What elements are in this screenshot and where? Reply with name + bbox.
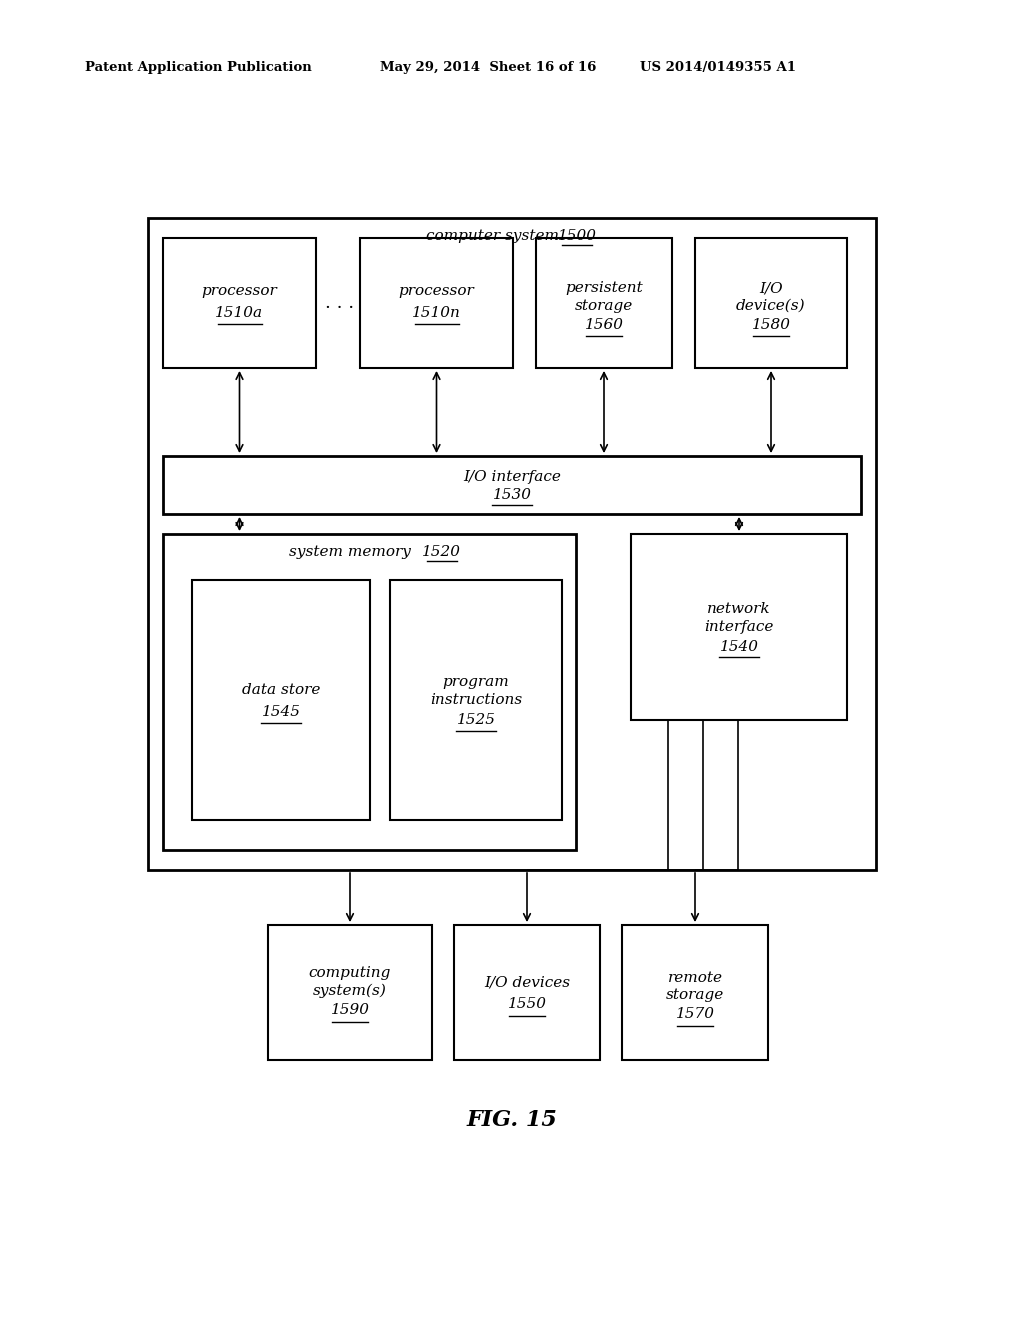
Text: storage: storage (574, 300, 633, 313)
Text: 1580: 1580 (752, 318, 791, 333)
Text: 1500: 1500 (557, 228, 597, 243)
Text: 1540: 1540 (720, 640, 759, 653)
Text: program: program (442, 675, 509, 689)
Text: I/O devices: I/O devices (484, 975, 570, 990)
Text: instructions: instructions (430, 693, 522, 708)
Text: I/O: I/O (759, 281, 782, 294)
Bar (536, 238, 672, 368)
Text: 1545: 1545 (261, 705, 300, 719)
Text: storage: storage (666, 989, 724, 1002)
Text: I/O interface: I/O interface (463, 470, 561, 484)
Bar (163, 238, 316, 368)
Text: computer system: computer system (426, 228, 558, 243)
Text: US 2014/0149355 A1: US 2014/0149355 A1 (640, 62, 796, 74)
Text: 1590: 1590 (331, 1003, 370, 1018)
Text: network: network (708, 602, 771, 616)
Text: system memory: system memory (289, 545, 411, 558)
Text: . . .: . . . (326, 294, 354, 312)
Text: interface: interface (705, 620, 774, 634)
Text: 1520: 1520 (422, 545, 461, 558)
Text: processor: processor (398, 284, 474, 298)
Text: 1570: 1570 (676, 1007, 715, 1022)
Bar (360, 238, 513, 368)
Text: data store: data store (242, 682, 321, 697)
Text: 1530: 1530 (493, 488, 531, 502)
Bar (390, 579, 562, 820)
Text: 1550: 1550 (508, 998, 547, 1011)
Bar (193, 579, 370, 820)
Bar (631, 535, 847, 719)
Text: computing: computing (309, 965, 391, 979)
Text: device(s): device(s) (736, 300, 806, 313)
Bar (695, 238, 847, 368)
Text: processor: processor (202, 284, 278, 298)
Text: remote: remote (668, 970, 723, 985)
Text: 1525: 1525 (457, 713, 496, 727)
Text: system(s): system(s) (313, 983, 387, 998)
Text: persistent: persistent (565, 281, 643, 294)
Text: FIG. 15: FIG. 15 (467, 1109, 557, 1131)
Bar (622, 925, 768, 1060)
Text: 1510a: 1510a (215, 306, 263, 319)
Bar (163, 455, 861, 513)
Text: 1510n: 1510n (412, 306, 461, 319)
Text: Patent Application Publication: Patent Application Publication (85, 62, 311, 74)
Bar (454, 925, 600, 1060)
Bar (163, 535, 575, 850)
Text: May 29, 2014  Sheet 16 of 16: May 29, 2014 Sheet 16 of 16 (380, 62, 596, 74)
Text: 1560: 1560 (585, 318, 624, 333)
Bar (268, 925, 432, 1060)
Bar (148, 218, 876, 870)
